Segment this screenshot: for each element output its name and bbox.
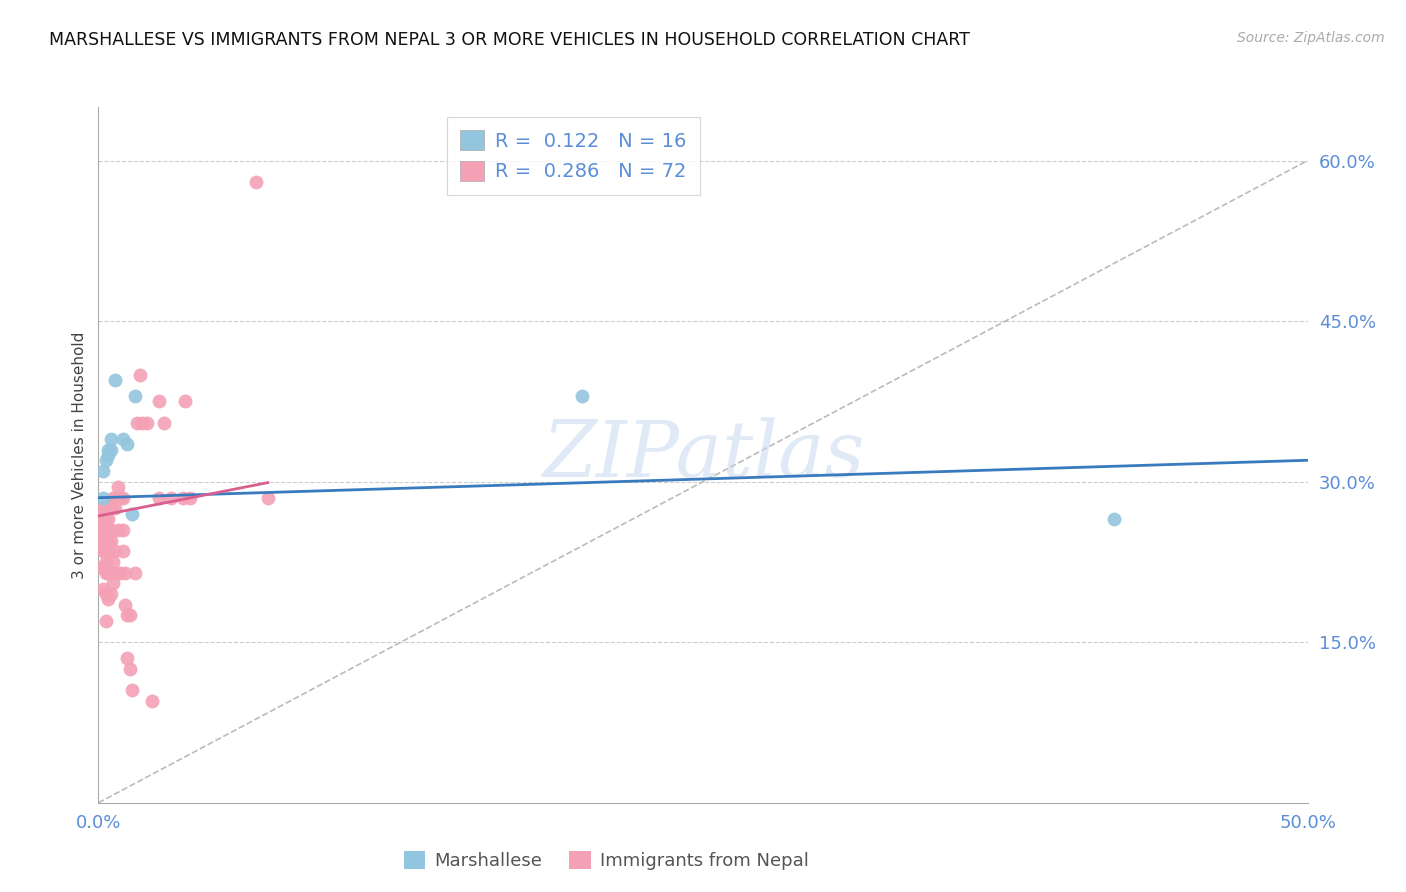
Point	[141, 694, 163, 708]
Point	[111, 544, 134, 558]
Point	[108, 566, 131, 580]
Point	[104, 566, 127, 580]
Point	[94, 555, 117, 569]
Point	[111, 491, 134, 505]
Point	[100, 442, 122, 457]
Point	[94, 614, 117, 628]
Point	[91, 582, 114, 596]
Point	[124, 389, 146, 403]
Point	[104, 501, 127, 516]
Point	[128, 368, 150, 382]
Point	[94, 544, 117, 558]
Point	[90, 539, 112, 553]
Point	[91, 523, 114, 537]
Point	[90, 507, 112, 521]
Point	[97, 448, 120, 462]
Point	[118, 608, 141, 623]
Point	[104, 491, 127, 505]
Legend: Marshallese, Immigrants from Nepal: Marshallese, Immigrants from Nepal	[396, 844, 815, 877]
Point	[97, 523, 120, 537]
Point	[94, 512, 117, 526]
Point	[91, 501, 114, 516]
Point	[104, 373, 127, 387]
Point	[101, 576, 124, 591]
Point	[152, 416, 174, 430]
Point	[94, 453, 117, 467]
Point	[94, 587, 117, 601]
Point	[172, 491, 194, 505]
Point	[117, 608, 139, 623]
Point	[100, 587, 122, 601]
Point	[179, 491, 201, 505]
Point	[107, 480, 129, 494]
Point	[245, 175, 267, 189]
Point	[124, 566, 146, 580]
Point	[121, 683, 143, 698]
Point	[127, 416, 149, 430]
Point	[101, 555, 124, 569]
Point	[90, 533, 112, 548]
Point	[100, 533, 122, 548]
Point	[121, 507, 143, 521]
Text: Source: ZipAtlas.com: Source: ZipAtlas.com	[1237, 31, 1385, 45]
Point	[90, 517, 112, 532]
Point	[100, 501, 122, 516]
Point	[131, 416, 153, 430]
Point	[91, 560, 114, 574]
Point	[94, 533, 117, 548]
Point	[97, 512, 120, 526]
Point	[117, 437, 139, 451]
Point	[90, 560, 112, 574]
Point	[114, 598, 136, 612]
Point	[100, 566, 122, 580]
Point	[97, 566, 120, 580]
Point	[571, 389, 593, 403]
Point	[91, 533, 114, 548]
Point	[148, 394, 170, 409]
Text: ZIPatlas: ZIPatlas	[541, 417, 865, 493]
Point	[91, 528, 114, 542]
Point	[90, 523, 112, 537]
Point	[100, 432, 122, 446]
Point	[1102, 512, 1125, 526]
Point	[91, 491, 114, 505]
Point	[135, 416, 157, 430]
Point	[91, 507, 114, 521]
Point	[111, 523, 134, 537]
Point	[148, 491, 170, 505]
Point	[100, 523, 122, 537]
Text: MARSHALLESE VS IMMIGRANTS FROM NEPAL 3 OR MORE VEHICLES IN HOUSEHOLD CORRELATION: MARSHALLESE VS IMMIGRANTS FROM NEPAL 3 O…	[49, 31, 970, 49]
Point	[97, 544, 120, 558]
Point	[256, 491, 278, 505]
Y-axis label: 3 or more Vehicles in Household: 3 or more Vehicles in Household	[72, 331, 87, 579]
Point	[97, 442, 120, 457]
Point	[111, 432, 134, 446]
Point	[97, 592, 120, 607]
Point	[97, 533, 120, 548]
Point	[104, 544, 127, 558]
Point	[94, 566, 117, 580]
Point	[108, 491, 131, 505]
Point	[91, 464, 114, 478]
Point	[117, 651, 139, 665]
Point	[118, 662, 141, 676]
Point	[91, 544, 114, 558]
Point	[114, 566, 136, 580]
Point	[174, 394, 197, 409]
Point	[101, 491, 124, 505]
Point	[91, 512, 114, 526]
Point	[90, 528, 112, 542]
Point	[160, 491, 183, 505]
Point	[91, 517, 114, 532]
Point	[107, 523, 129, 537]
Point	[90, 512, 112, 526]
